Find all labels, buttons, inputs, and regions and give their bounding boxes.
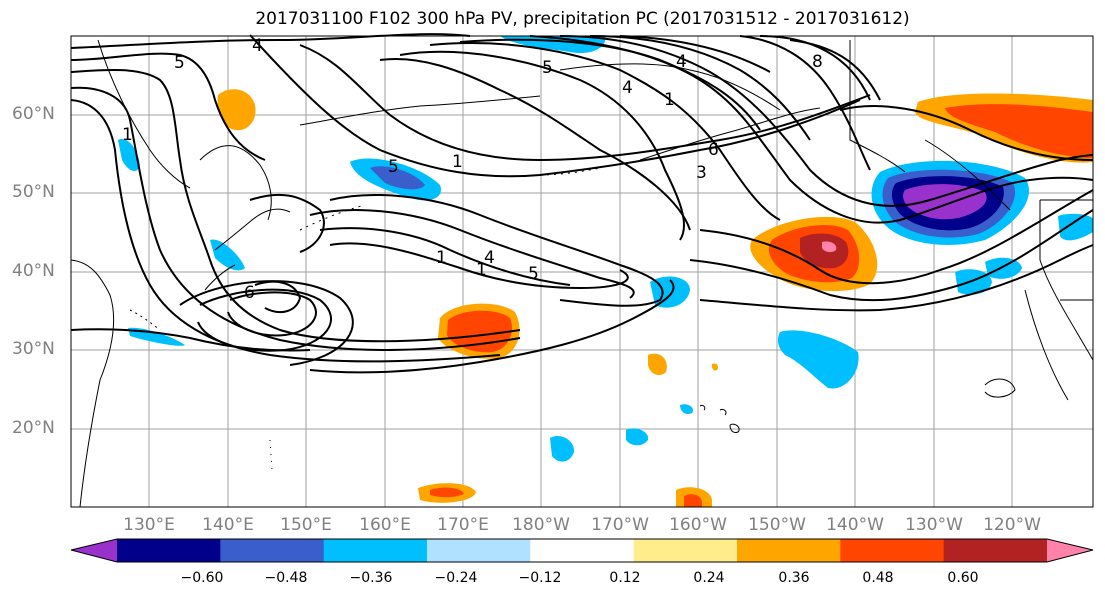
colorbar-segment: [633, 539, 738, 562]
colorbar-tick-label: 0.12: [609, 570, 641, 586]
lon-label: 170°W: [591, 515, 649, 535]
colorbar-tick-label: −0.36: [349, 570, 393, 586]
precip-shading: [118, 36, 1093, 507]
coastlines: [70, 39, 1094, 508]
lon-label: 140°E: [202, 515, 254, 535]
contour-label: 3: [696, 163, 707, 183]
colorbar-segment: [323, 539, 428, 562]
contour-label: 1: [476, 260, 487, 280]
colorbar-tick-label: 0.60: [947, 570, 979, 586]
lat-label: 20°N: [12, 418, 55, 438]
lon-label: 150°E: [280, 515, 332, 535]
colorbar-extension-max: [1047, 539, 1093, 562]
colorbar-tick-label: 0.36: [778, 570, 810, 586]
colorbar-segment: [840, 539, 945, 562]
lat-label: 30°N: [12, 339, 55, 359]
map-frame: [70, 35, 1094, 508]
contour-label: 4: [622, 78, 633, 98]
contour-label: 5: [388, 157, 399, 177]
colorbar-segment: [427, 539, 531, 562]
contour-label: 4: [484, 248, 495, 268]
lon-label: 120°W: [983, 515, 1041, 535]
contour-label: 4: [676, 52, 687, 72]
lon-label: 140°W: [826, 515, 884, 535]
lat-label: 40°N: [12, 261, 55, 281]
contour-label: 1: [664, 90, 675, 110]
contour-label: 5: [542, 58, 553, 78]
lat-label: 60°N: [12, 104, 55, 124]
map-title: 2017031100 F102 300 hPa PV, precipitatio…: [255, 9, 910, 29]
lon-label: 160°W: [669, 515, 727, 535]
colorbar-segment: [220, 539, 325, 562]
lon-label: 150°W: [748, 515, 806, 535]
colorbar-segment: [737, 539, 841, 562]
colorbar-tick-label: 0.48: [862, 570, 894, 586]
lon-label: 170°E: [437, 515, 489, 535]
colorbar-segments: [71, 539, 1093, 562]
gridlines: [71, 36, 1093, 507]
contour-label: 1: [452, 152, 463, 172]
contour-label: 6: [708, 140, 719, 160]
pv-contours: [70, 33, 1094, 374]
colorbar-tick-label: −0.24: [434, 570, 478, 586]
colorbar-extension-min: [71, 539, 117, 562]
lon-label: 130°E: [123, 515, 175, 535]
contour-label: 5: [528, 264, 539, 284]
colorbar-segment: [943, 539, 1048, 562]
colorbar-tick-label: −0.48: [264, 570, 308, 586]
contour-label: 5: [174, 53, 185, 73]
colorbar-outline: [70, 538, 1094, 563]
contour-label: 8: [812, 52, 823, 72]
contour-label: 1: [436, 248, 447, 268]
contour-label: 4: [252, 36, 263, 56]
lon-label: 130°W: [905, 515, 963, 535]
lat-label: 50°N: [12, 182, 55, 202]
colorbar-tick-label: −0.60: [180, 570, 224, 586]
colorbar-segment: [117, 539, 221, 562]
lon-label: 160°E: [359, 515, 411, 535]
lon-label: 180°W: [512, 515, 570, 535]
precip-pos-kamchatka: [217, 89, 256, 131]
colorbar-tick-label: 0.24: [693, 570, 725, 586]
contour-label: 6: [244, 283, 255, 303]
colorbar-tick-label: −0.12: [518, 570, 562, 586]
colorbar-segment: [530, 539, 635, 562]
contour-label: 1: [122, 125, 133, 145]
